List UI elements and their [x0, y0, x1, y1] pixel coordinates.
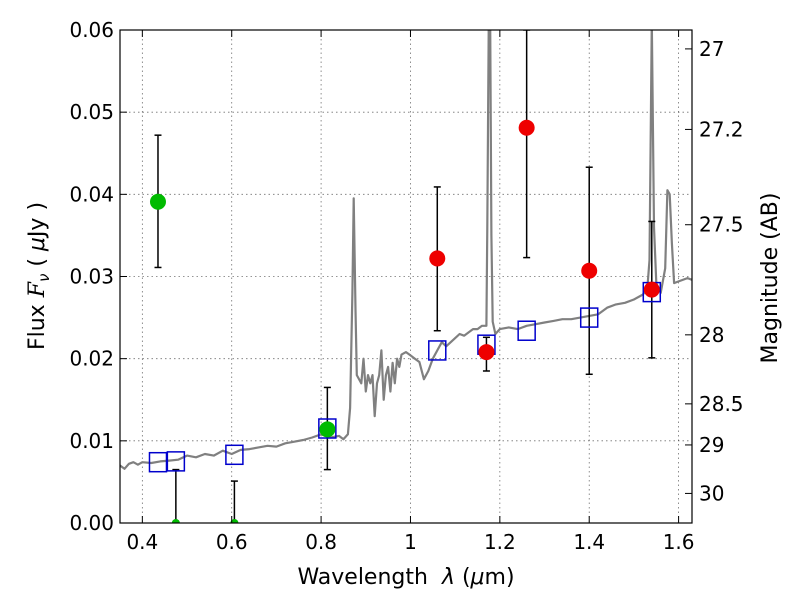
x-tick-label: 0.4	[126, 530, 158, 554]
green-point	[230, 519, 239, 523]
x-tick-label: 1.6	[663, 530, 695, 554]
y2-tick-label: 27	[699, 37, 724, 61]
red-point	[643, 281, 660, 298]
y2-axis-label: Magnitude (AB)	[758, 193, 783, 364]
y2-tick-label: 28.5	[699, 392, 744, 416]
x-tick-label: 1.2	[484, 530, 516, 554]
model-square	[428, 340, 447, 361]
y-tick-label: 0.06	[69, 18, 114, 42]
model-square	[166, 451, 186, 472]
model-square	[517, 320, 536, 341]
y-tick-label: 0.01	[69, 429, 114, 453]
x-tick-label: 0.6	[216, 530, 248, 554]
y-tick-label: 0.00	[69, 511, 114, 535]
model-square	[579, 307, 599, 328]
y-tick-label: 0.03	[69, 265, 114, 289]
model-square	[148, 451, 168, 473]
y2-tick-label: 30	[699, 481, 724, 505]
model-square	[225, 444, 244, 466]
green-point	[171, 519, 180, 523]
green-point	[149, 193, 166, 210]
y2-tick-label: 27.5	[699, 213, 744, 237]
axes-layer: 0.4 0.6 0.8 1 1.2 1.4 1.6 0.00 0.01 0.02 0.03 0.04 0…	[69, 18, 743, 554]
red-point	[478, 344, 495, 361]
y-tick-label: 0.05	[69, 100, 114, 124]
y2-tick-label: 28	[699, 323, 724, 347]
x-tick-label: 1.4	[573, 530, 605, 554]
y2-tick-label: 29	[699, 433, 724, 457]
red-point	[581, 262, 598, 279]
grid-layer	[120, 29, 692, 524]
x-tick-label: 1	[404, 530, 417, 554]
spectrum-line	[120, 30, 692, 470]
y-tick-label: 0.02	[69, 347, 114, 371]
y-tick-label: 0.04	[69, 182, 114, 206]
y2-tick-label: 27.2	[699, 117, 744, 141]
x-tick-label: 0.8	[305, 530, 337, 554]
model-square	[318, 418, 337, 439]
green-point	[319, 421, 336, 438]
y-axis-label: Flux Fν ( μJy )	[25, 202, 53, 350]
x-axis-label: Wavelength λ (μm)	[297, 565, 514, 590]
red-point	[429, 250, 446, 267]
plot-area	[120, 30, 692, 523]
red-point	[518, 119, 535, 136]
